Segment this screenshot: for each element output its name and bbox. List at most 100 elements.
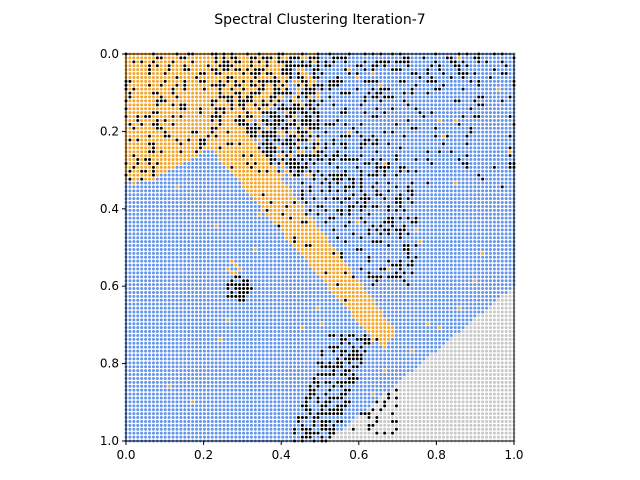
scatter-point xyxy=(257,68,261,72)
scatter-point xyxy=(179,431,183,435)
scatter-point xyxy=(214,275,218,279)
scatter-point xyxy=(249,189,253,193)
scatter-point xyxy=(312,283,316,287)
scatter-point xyxy=(136,400,140,404)
scatter-point xyxy=(234,357,238,361)
scatter-point xyxy=(257,193,261,197)
scatter-point xyxy=(195,322,199,326)
scatter-point xyxy=(136,337,140,341)
scatter-point xyxy=(277,201,281,205)
scatter-point xyxy=(218,365,222,369)
scatter-point xyxy=(183,115,187,119)
scatter-point xyxy=(273,365,277,369)
scatter-point xyxy=(300,435,304,439)
scatter-point xyxy=(128,220,132,224)
scatter-point xyxy=(187,290,191,294)
scatter-point xyxy=(238,404,242,408)
scatter-point xyxy=(151,122,155,126)
scatter-point xyxy=(304,68,308,72)
scatter-point xyxy=(226,201,230,205)
scatter-point xyxy=(195,154,199,158)
scatter-point xyxy=(140,376,144,380)
scatter-point xyxy=(202,322,206,326)
scatter-point xyxy=(179,341,183,345)
scatter-point xyxy=(171,435,175,439)
scatter-point xyxy=(140,126,144,130)
scatter-point xyxy=(179,103,183,107)
scatter-point xyxy=(144,208,148,212)
scatter-point xyxy=(222,87,226,91)
scatter-point xyxy=(281,267,285,271)
scatter-point xyxy=(163,345,167,349)
scatter-point xyxy=(238,79,242,83)
scatter-point xyxy=(277,345,281,349)
scatter-point xyxy=(312,290,316,294)
scatter-point xyxy=(206,138,210,142)
scatter-point xyxy=(245,177,249,181)
scatter-point xyxy=(159,275,163,279)
scatter-point xyxy=(195,115,199,119)
scatter-point xyxy=(183,247,187,251)
scatter-point xyxy=(269,173,273,177)
scatter-point xyxy=(198,294,202,298)
scatter-point xyxy=(253,201,257,205)
scatter-point xyxy=(316,349,320,353)
scatter-point xyxy=(202,181,206,185)
scatter-point xyxy=(144,232,148,236)
scatter-point xyxy=(179,169,183,173)
scatter-point xyxy=(226,165,230,169)
scatter-point xyxy=(238,103,242,107)
scatter-point xyxy=(249,122,253,126)
scatter-point xyxy=(304,408,308,412)
scatter-point xyxy=(234,115,238,119)
scatter-point xyxy=(316,365,320,369)
scatter-point xyxy=(316,193,320,197)
scatter-point xyxy=(206,64,210,68)
scatter-point xyxy=(214,212,218,216)
scatter-point xyxy=(234,201,238,205)
scatter-point xyxy=(277,369,281,373)
scatter-point xyxy=(230,263,234,267)
scatter-point xyxy=(132,345,136,349)
scatter-point xyxy=(214,396,218,400)
scatter-point xyxy=(296,333,300,337)
scatter-point xyxy=(253,392,257,396)
scatter-point xyxy=(285,208,289,212)
scatter-point xyxy=(210,310,214,314)
scatter-point xyxy=(285,306,289,310)
scatter-point xyxy=(230,68,234,72)
scatter-point xyxy=(136,431,140,435)
scatter-point xyxy=(273,267,277,271)
scatter-point xyxy=(191,56,195,60)
scatter-point xyxy=(269,365,273,369)
scatter-point xyxy=(179,197,183,201)
scatter-point xyxy=(155,380,159,384)
scatter-point xyxy=(269,247,273,251)
scatter-point xyxy=(136,298,140,302)
scatter-point xyxy=(296,290,300,294)
scatter-point xyxy=(210,396,214,400)
scatter-point xyxy=(136,126,140,130)
scatter-point xyxy=(214,318,218,322)
scatter-point xyxy=(195,361,199,365)
scatter-point xyxy=(191,290,195,294)
scatter-point xyxy=(257,173,261,177)
scatter-point xyxy=(245,142,249,146)
scatter-point xyxy=(238,365,242,369)
scatter-point xyxy=(285,154,289,158)
scatter-point xyxy=(316,353,320,357)
scatter-point xyxy=(144,423,148,427)
scatter-point xyxy=(261,396,265,400)
scatter-point xyxy=(285,224,289,228)
scatter-point xyxy=(265,122,269,126)
scatter-point xyxy=(151,134,155,138)
scatter-point xyxy=(179,154,183,158)
scatter-point xyxy=(289,95,293,99)
scatter-point xyxy=(175,193,179,197)
scatter-point xyxy=(253,322,257,326)
scatter-point xyxy=(171,298,175,302)
scatter-point xyxy=(230,115,234,119)
scatter-point xyxy=(218,333,222,337)
scatter-point xyxy=(281,87,285,91)
scatter-point xyxy=(265,193,269,197)
